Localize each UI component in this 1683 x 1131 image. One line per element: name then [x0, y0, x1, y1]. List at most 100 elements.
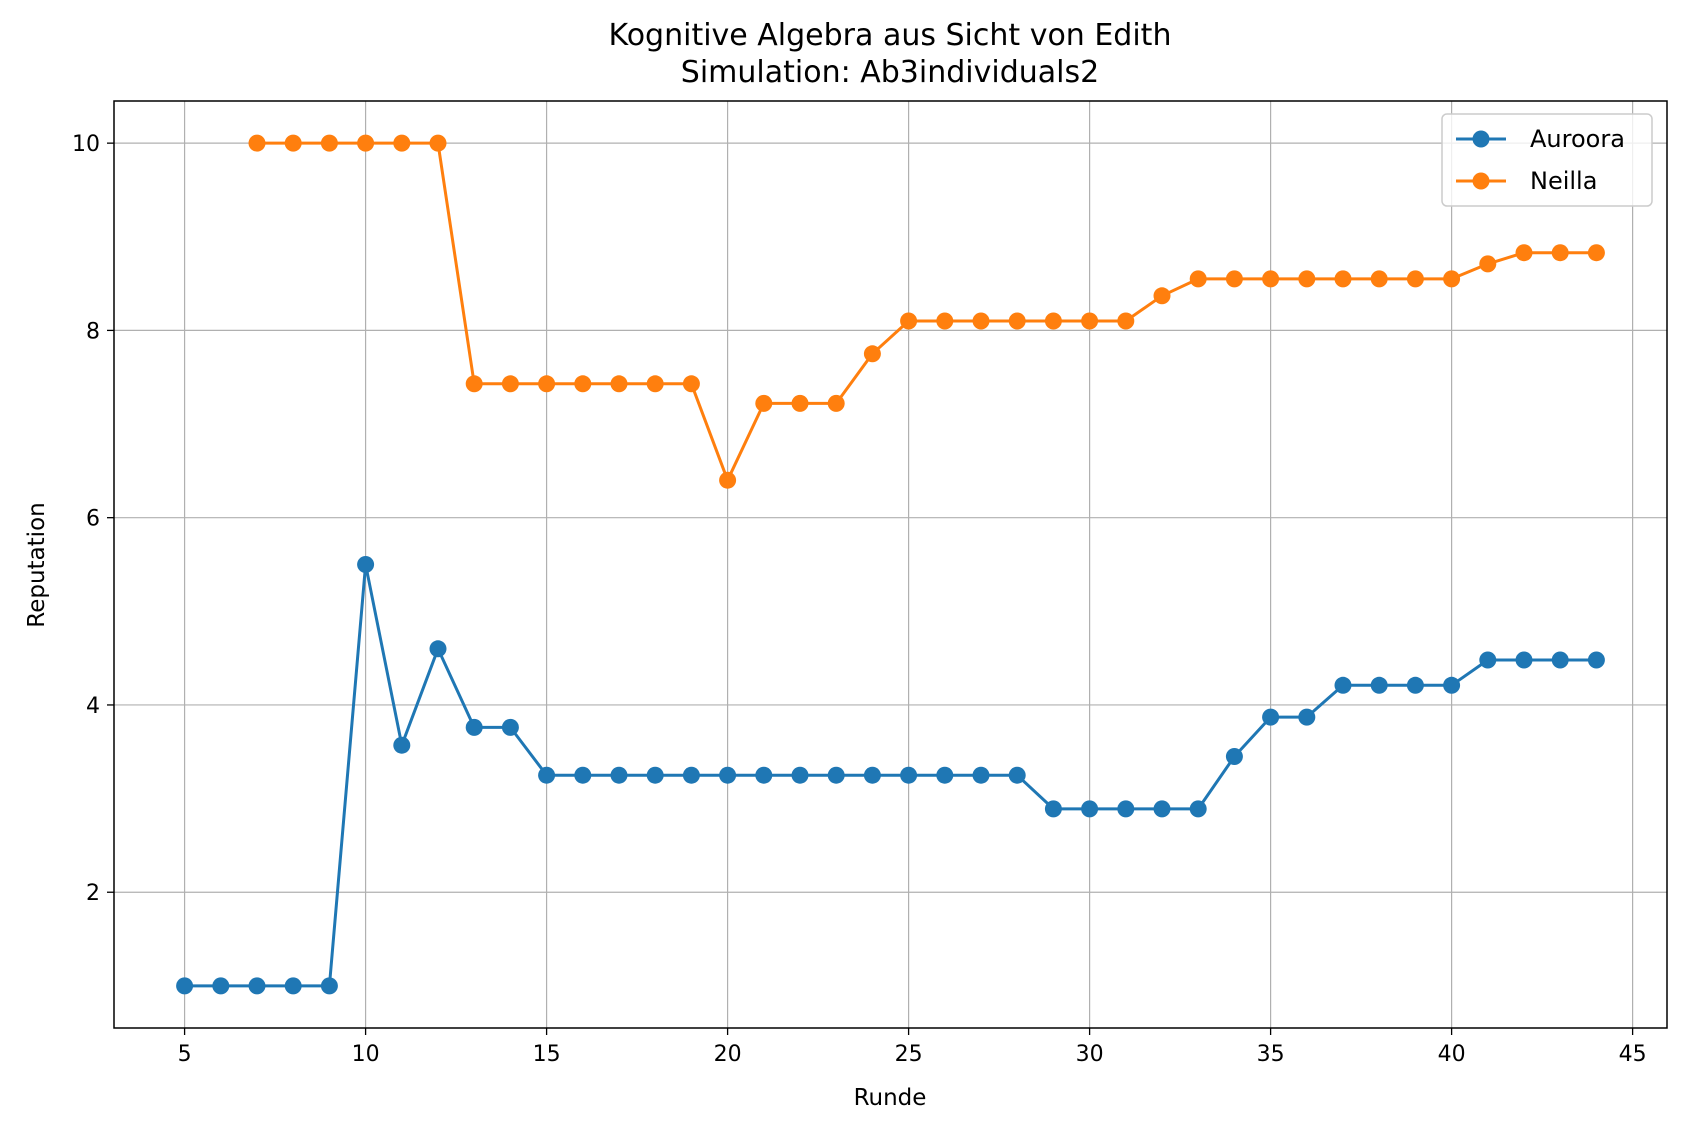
y-tick-label: 6 — [86, 507, 100, 532]
legend-item-neilla: Neilla — [1456, 167, 1597, 195]
data-point-auroora — [1406, 676, 1424, 694]
data-point-auroora — [1044, 800, 1062, 818]
y-tick-label: 10 — [72, 132, 100, 157]
data-point-auroora — [1081, 800, 1099, 818]
data-point-auroora — [1587, 651, 1605, 669]
series-line-neilla — [257, 141, 1597, 482]
data-point-auroora — [574, 766, 592, 784]
data-point-auroora — [972, 766, 990, 784]
series-auroora — [176, 556, 1605, 995]
legend: Auroora Neilla — [1441, 113, 1653, 207]
data-point-neilla — [248, 134, 266, 152]
data-point-neilla — [1479, 255, 1497, 273]
data-point-auroora — [212, 977, 230, 995]
axis-ticks: 5 10 15 20 25 30 35 40 45 2 4 6 8 10 — [72, 132, 1647, 1067]
legend-marker-auroora — [1472, 130, 1490, 148]
data-point-auroora — [501, 718, 519, 736]
series-group — [176, 134, 1605, 995]
data-point-auroora — [1262, 708, 1280, 726]
data-point-auroora — [682, 766, 700, 784]
data-point-auroora — [827, 766, 845, 784]
x-tick-label: 30 — [1076, 1042, 1104, 1067]
data-point-auroora — [393, 736, 411, 754]
data-point-neilla — [465, 375, 483, 393]
legend-label-neilla: Neilla — [1530, 167, 1597, 195]
y-tick-label: 2 — [86, 881, 100, 906]
data-point-neilla — [501, 375, 519, 393]
data-point-auroora — [936, 766, 954, 784]
data-point-neilla — [972, 312, 990, 330]
data-point-auroora — [791, 766, 809, 784]
data-point-neilla — [1298, 270, 1316, 288]
data-point-neilla — [755, 394, 773, 412]
data-point-neilla — [1443, 270, 1461, 288]
legend-label-auroora: Auroora — [1530, 125, 1625, 153]
data-point-neilla — [610, 375, 628, 393]
data-point-auroora — [538, 766, 556, 784]
data-point-neilla — [791, 394, 809, 412]
data-point-neilla — [863, 345, 881, 363]
chart-title: Kognitive Algebra aus Sicht von Edith — [609, 18, 1172, 53]
data-point-neilla — [574, 375, 592, 393]
legend-item-auroora: Auroora — [1456, 125, 1625, 153]
data-point-auroora — [1153, 800, 1171, 818]
data-point-neilla — [1081, 312, 1099, 330]
chart-subtitle: Simulation: Ab3individuals2 — [681, 55, 1099, 90]
data-point-auroora — [429, 640, 447, 658]
x-tick-label: 35 — [1257, 1042, 1285, 1067]
data-point-auroora — [357, 556, 375, 573]
data-point-neilla — [1334, 270, 1352, 288]
data-point-neilla — [393, 134, 411, 152]
data-point-neilla — [1225, 270, 1243, 288]
data-point-neilla — [827, 394, 845, 412]
x-axis-label: Runde — [854, 1085, 927, 1111]
data-point-auroora — [1117, 800, 1135, 818]
data-point-auroora — [1334, 676, 1352, 694]
data-point-neilla — [429, 134, 447, 152]
x-tick-label: 25 — [895, 1042, 923, 1067]
series-neilla — [248, 134, 1605, 489]
data-point-auroora — [1551, 651, 1569, 669]
data-point-auroora — [284, 977, 302, 995]
y-tick-label: 4 — [86, 694, 100, 719]
x-tick-label: 20 — [714, 1042, 742, 1067]
data-point-neilla — [936, 312, 954, 330]
data-point-neilla — [682, 375, 700, 393]
data-point-neilla — [646, 375, 664, 393]
data-point-auroora — [1515, 651, 1533, 669]
data-point-auroora — [646, 766, 664, 784]
x-tick-label: 15 — [533, 1042, 561, 1067]
data-point-neilla — [1262, 270, 1280, 288]
legend-box — [1441, 113, 1653, 207]
data-point-auroora — [465, 718, 483, 736]
data-point-neilla — [357, 134, 375, 152]
x-tick-label: 10 — [352, 1042, 380, 1067]
data-point-neilla — [538, 375, 556, 393]
data-point-auroora — [900, 766, 918, 784]
data-point-neilla — [1551, 244, 1569, 262]
plot-frame — [113, 100, 1668, 1029]
data-point-auroora — [610, 766, 628, 784]
data-point-auroora — [1298, 708, 1316, 726]
data-point-neilla — [1370, 270, 1388, 288]
y-tick-label: 8 — [86, 319, 100, 344]
x-tick-label: 5 — [178, 1042, 192, 1067]
data-point-auroora — [1443, 676, 1461, 694]
x-tick-label: 40 — [1438, 1042, 1466, 1067]
data-point-neilla — [1153, 287, 1171, 305]
data-point-auroora — [755, 766, 773, 784]
data-point-auroora — [1370, 676, 1388, 694]
data-point-auroora — [320, 977, 338, 995]
legend-marker-neilla — [1472, 172, 1490, 190]
data-point-neilla — [1587, 244, 1605, 262]
data-point-auroora — [863, 766, 881, 784]
data-point-neilla — [1515, 244, 1533, 262]
data-point-auroora — [719, 766, 737, 784]
data-point-auroora — [1479, 651, 1497, 669]
data-point-neilla — [320, 134, 338, 152]
data-point-auroora — [176, 977, 194, 995]
data-point-neilla — [719, 471, 737, 489]
x-tick-label: 45 — [1619, 1042, 1647, 1067]
data-point-auroora — [1008, 766, 1026, 784]
